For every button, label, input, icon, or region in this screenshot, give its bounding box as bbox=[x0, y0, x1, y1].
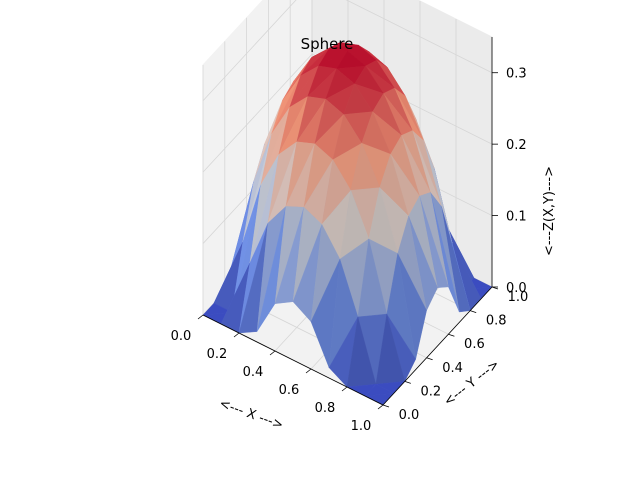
y-tick-label: 0.4 bbox=[442, 361, 463, 376]
x-tick-label: 0.8 bbox=[315, 401, 336, 416]
gridline-z-left bbox=[202, 53, 313, 173]
x-tick-label: 1.0 bbox=[351, 419, 372, 434]
axis-edges bbox=[202, 37, 493, 406]
x-tick-label: 0.6 bbox=[279, 383, 300, 398]
z-tick-label: 0.2 bbox=[506, 138, 527, 153]
z-axis-label: <---Z(X,Y)---> bbox=[542, 166, 557, 256]
x-axis-line bbox=[202, 314, 384, 406]
y-tick-label: 0.6 bbox=[464, 337, 485, 352]
x-tick-mark bbox=[233, 332, 240, 338]
x-tick-label: 0.2 bbox=[207, 347, 228, 362]
x-tick-mark bbox=[197, 314, 204, 320]
y-tick-label: 0.0 bbox=[399, 408, 420, 423]
y-tick-label: 0.8 bbox=[486, 314, 507, 329]
y-tick-mark bbox=[404, 381, 411, 384]
y-tick-mark bbox=[382, 404, 390, 408]
z-tick-label: 0.1 bbox=[506, 210, 527, 225]
z-tick-label: 0.3 bbox=[506, 67, 527, 82]
x-tick-mark bbox=[269, 350, 276, 356]
chart-title: Sphere bbox=[301, 35, 354, 53]
x-axis-label: <--- X ---> bbox=[217, 396, 285, 433]
x-tick-label: 0.4 bbox=[243, 365, 264, 380]
x-tick-label: 0.0 bbox=[171, 329, 192, 344]
y-axis-line bbox=[382, 286, 493, 406]
x-tick-mark bbox=[305, 368, 312, 374]
tick-labels: 0.00.20.40.60.81.00.00.20.40.60.81.00.00… bbox=[171, 67, 529, 434]
y-tick-mark bbox=[448, 333, 455, 337]
y-tick-label: 0.2 bbox=[420, 384, 441, 399]
gridline-z-back bbox=[345, 0, 493, 74]
surface-mesh bbox=[202, 42, 493, 406]
x-tick-mark bbox=[341, 386, 348, 392]
y-tick-label: 1.0 bbox=[508, 290, 529, 305]
z-tick-label: 0.0 bbox=[506, 281, 527, 296]
gridline-z-left bbox=[202, 0, 297, 101]
y-tick-mark bbox=[470, 310, 477, 313]
y-tick-mark bbox=[426, 357, 433, 361]
x-tick-mark bbox=[377, 404, 384, 410]
